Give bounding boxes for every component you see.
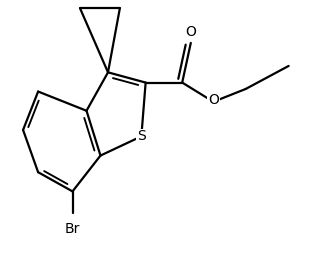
Text: Br: Br [65,222,80,236]
Text: S: S [137,129,146,143]
Text: O: O [208,93,219,107]
Text: O: O [185,25,196,39]
